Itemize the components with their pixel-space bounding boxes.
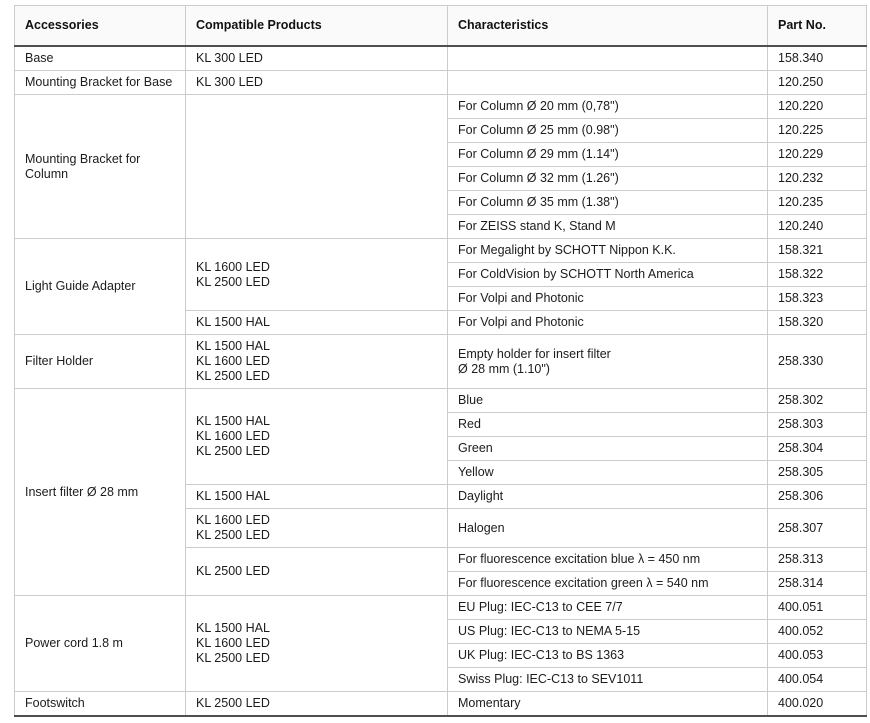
table-row: For Volpi and Photonic 158.323 [15, 286, 867, 311]
accessory-cell: Base [14, 45, 186, 71]
accessory-cell: Mounting Bracket for Column [14, 94, 186, 239]
column-header-compatible-products: Compatible Products [185, 5, 448, 47]
compatible-products-cell: KL 1600 LED KL 2500 LED [185, 508, 448, 548]
characteristic-cell [447, 45, 768, 71]
column-header-part-no: Part No. [767, 5, 867, 47]
table-row: KL 1500 HAL For Volpi and Photonic 158.320 [15, 310, 867, 335]
table-row: Insert filter Ø 28 mm KL 1500 HAL KL 1600… [14, 388, 867, 596]
characteristic-cell: Daylight [447, 484, 768, 509]
part-no-cell: 400.053 [767, 643, 867, 668]
table-row: Swiss Plug: IEC-C13 to SEV1011 400.054 [15, 667, 867, 692]
part-no-cell: 158.322 [767, 262, 867, 287]
compatible-products-cell: KL 300 LED [185, 70, 448, 95]
characteristic-cell: Swiss Plug: IEC-C13 to SEV1011 [447, 667, 768, 692]
characteristic-cell: UK Plug: IEC-C13 to BS 1363 [447, 643, 768, 668]
table-row: Footswitch KL 2500 LED Momentary 400.020 [14, 691, 867, 717]
accessories-table: Accessories Compatible Products Characte… [14, 5, 867, 717]
characteristic-cell: Blue [447, 388, 768, 413]
characteristic-cell: For ColdVision by SCHOTT North America [447, 262, 768, 287]
part-no-cell: 120.250 [767, 70, 867, 95]
accessory-cell: Footswitch [14, 691, 186, 717]
part-no-cell: 258.306 [767, 484, 867, 509]
compatible-products-cell: KL 1600 LED KL 2500 LED [185, 238, 448, 311]
table-row: Light Guide Adapter KL 1600 LED KL 2500 L… [14, 238, 867, 335]
accessory-cell: Insert filter Ø 28 mm [14, 388, 186, 596]
compatible-products-cell: KL 2500 LED [185, 547, 448, 596]
part-no-cell: 158.321 [767, 238, 867, 263]
characteristic-cell: For fluorescence excitation green λ = 54… [447, 571, 768, 596]
part-no-cell: 158.340 [767, 45, 867, 71]
header-row: Accessories Compatible Products Characte… [14, 5, 867, 47]
characteristic-cell: For Column Ø 20 mm (0,78") [447, 94, 768, 119]
table-row: Green 258.304 [15, 436, 867, 461]
characteristic-cell: Empty holder for insert filter Ø 28 mm (… [447, 334, 768, 389]
compatible-products-cell: KL 1500 HAL KL 1600 LED KL 2500 LED [185, 334, 448, 389]
characteristic-cell: For Column Ø 25 mm (0.98") [447, 118, 768, 143]
part-no-cell: 258.307 [767, 508, 867, 548]
part-no-cell: 258.314 [767, 571, 867, 596]
characteristic-cell: For Volpi and Photonic [447, 286, 768, 311]
characteristic-cell: For Megalight by SCHOTT Nippon K.K. [447, 238, 768, 263]
part-no-cell: 400.054 [767, 667, 867, 692]
compatible-products-cell [185, 94, 448, 239]
part-no-cell: 400.052 [767, 619, 867, 644]
part-no-cell: 120.235 [767, 190, 867, 215]
part-no-cell: 120.232 [767, 166, 867, 191]
table-row: KL 1500 HAL Daylight 258.306 [15, 484, 867, 509]
part-no-cell: 400.020 [767, 691, 867, 717]
characteristic-cell: For Column Ø 32 mm (1.26") [447, 166, 768, 191]
compatible-products-cell: KL 1500 HAL [185, 484, 448, 509]
table-row: Filter Holder KL 1500 HAL KL 1600 LED KL … [14, 334, 867, 389]
accessory-cell: Filter Holder [14, 334, 186, 389]
compatible-products-cell: KL 1500 HAL KL 1600 LED KL 2500 LED [185, 388, 448, 485]
part-no-cell: 258.302 [767, 388, 867, 413]
table-row: Mounting Bracket for Base KL 300 LED 120.2… [14, 70, 867, 95]
characteristic-cell [447, 70, 768, 95]
table-row: Mounting Bracket for Column For Column Ø … [14, 94, 867, 239]
table-body: Base KL 300 LED 158.340 Mounting Bracket fo… [14, 45, 867, 717]
column-header-characteristics: Characteristics [447, 5, 768, 47]
accessory-cell: Mounting Bracket for Base [14, 70, 186, 95]
column-header-accessories: Accessories [14, 5, 186, 47]
table-row: Base KL 300 LED 158.340 [14, 45, 867, 71]
table-row: For Column Ø 35 mm (1.38") 120.235 [15, 190, 867, 215]
characteristic-cell: Green [447, 436, 768, 461]
characteristic-cell: Yellow [447, 460, 768, 485]
characteristic-cell: For fluorescence excitation blue λ = 450… [447, 547, 768, 572]
part-no-cell: 258.303 [767, 412, 867, 437]
accessory-cell: Power cord 1.8 m [14, 595, 186, 692]
part-no-cell: 120.220 [767, 94, 867, 119]
table-row: For Column Ø 29 mm (1.14") 120.229 [15, 142, 867, 167]
accessory-cell: Light Guide Adapter [14, 238, 186, 335]
characteristic-cell: Halogen [447, 508, 768, 548]
table-header: Accessories Compatible Products Characte… [14, 5, 867, 47]
characteristic-cell: For Volpi and Photonic [447, 310, 768, 335]
characteristic-cell: Red [447, 412, 768, 437]
table-row: For ColdVision by SCHOTT North America 15… [15, 262, 867, 287]
compatible-products-cell: KL 300 LED [185, 45, 448, 71]
part-no-cell: 258.330 [767, 334, 867, 389]
table-row: Power cord 1.8 m KL 1500 HAL KL 1600 LED … [14, 595, 867, 692]
part-no-cell: 258.305 [767, 460, 867, 485]
characteristic-cell: For Column Ø 29 mm (1.14") [447, 142, 768, 167]
characteristic-cell: For ZEISS stand K, Stand M [447, 214, 768, 239]
compatible-products-cell: KL 2500 LED [185, 691, 448, 717]
characteristic-cell: Momentary [447, 691, 768, 717]
compatible-products-cell: KL 1500 HAL KL 1600 LED KL 2500 LED [185, 595, 448, 692]
compatible-products-cell: KL 1500 HAL [185, 310, 448, 335]
part-no-cell: 120.240 [767, 214, 867, 239]
part-no-cell: 400.051 [767, 595, 867, 620]
part-no-cell: 158.320 [767, 310, 867, 335]
characteristic-cell: For Column Ø 35 mm (1.38") [447, 190, 768, 215]
part-no-cell: 158.323 [767, 286, 867, 311]
part-no-cell: 258.313 [767, 547, 867, 572]
characteristic-cell: US Plug: IEC-C13 to NEMA 5-15 [447, 619, 768, 644]
part-no-cell: 258.304 [767, 436, 867, 461]
part-no-cell: 120.229 [767, 142, 867, 167]
characteristic-cell: EU Plug: IEC-C13 to CEE 7/7 [447, 595, 768, 620]
part-no-cell: 120.225 [767, 118, 867, 143]
